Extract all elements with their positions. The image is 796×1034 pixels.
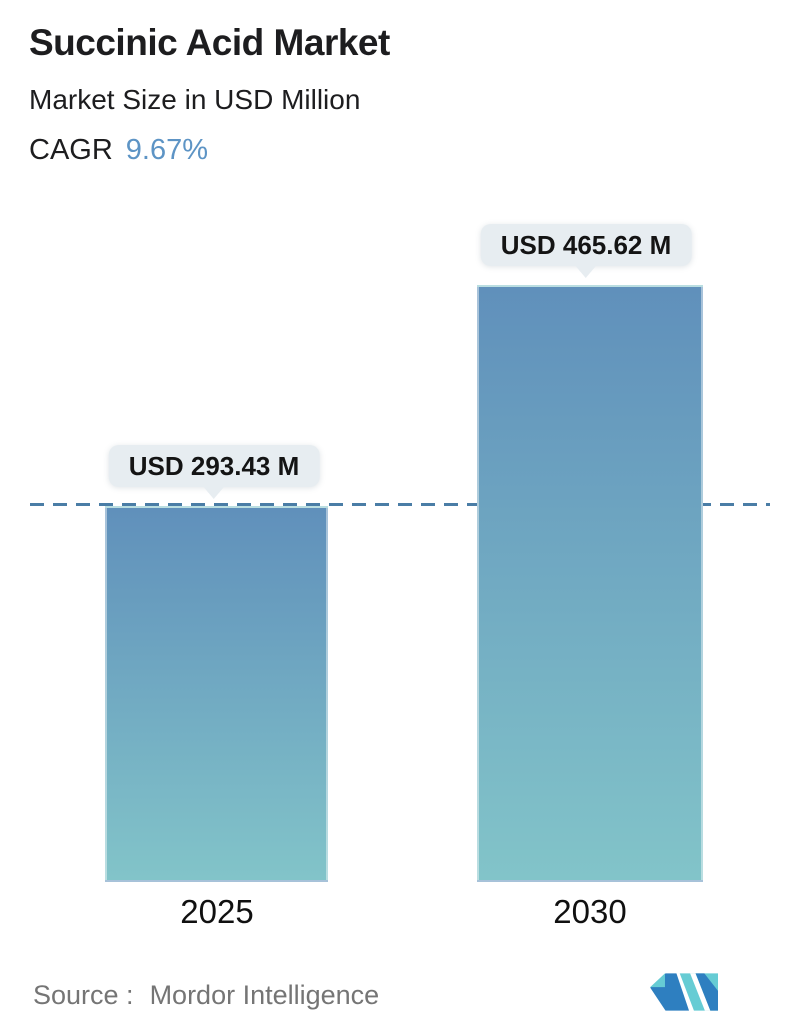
mordor-intelligence-logo-icon <box>648 973 718 1011</box>
value-label-2025: USD 293.43 M <box>128 450 300 481</box>
source-attribution: Source : Mordor Intelligence <box>33 980 379 1011</box>
cagr-label: CAGR <box>29 134 113 166</box>
bar-2025 <box>105 505 328 882</box>
chart-subtitle: Market Size in USD Million <box>29 84 361 115</box>
tooltip-pointer-icon <box>575 265 597 278</box>
x-axis-label-2025: 2025 <box>180 893 254 930</box>
value-tooltip-2025: USD 293.43 M <box>108 444 320 499</box>
page-title: Succinic Acid Market <box>29 22 390 63</box>
tooltip-pointer-icon <box>203 485 225 499</box>
cagr-value: 9.67% <box>125 134 209 166</box>
value-tooltip-2030: USD 465.62 M <box>480 224 692 278</box>
cagr-row: CAGR 9.67% <box>29 134 208 167</box>
reference-dashed-line <box>30 502 770 506</box>
source-value: Mordor Intelligence <box>149 980 380 1010</box>
x-axis-label-2030: 2030 <box>553 893 627 930</box>
value-label-2030: USD 465.62 M <box>500 230 672 260</box>
source-label: Source : <box>33 980 134 1010</box>
bar-2030 <box>477 285 703 882</box>
